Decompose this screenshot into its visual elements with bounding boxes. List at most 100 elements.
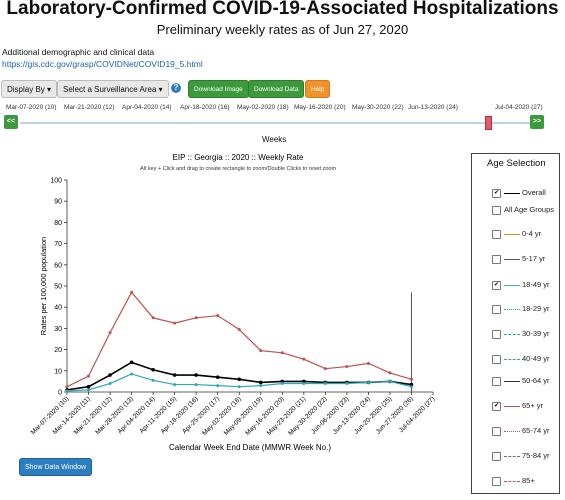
checkbox-unchecked-icon[interactable] xyxy=(492,376,501,386)
display-by-dropdown[interactable]: Display By ▾ xyxy=(1,80,58,98)
data-point xyxy=(65,385,69,389)
data-point xyxy=(86,384,91,389)
x-tick-label: May-09-2020 (19) xyxy=(223,395,264,436)
legend-line-swatch xyxy=(504,284,520,286)
legend-line-swatch xyxy=(504,233,520,235)
data-point xyxy=(366,361,370,365)
legend-item-overall[interactable]: ✔ Overall xyxy=(492,188,556,198)
y-tick-label: 60 xyxy=(54,262,62,269)
y-tick-label: 10 xyxy=(54,368,62,375)
data-point xyxy=(194,316,198,320)
y-tick-label: 50 xyxy=(54,284,62,291)
data-point xyxy=(151,316,155,320)
legend-line-swatch xyxy=(504,358,520,360)
data-point xyxy=(65,389,69,393)
chart-title: EIP :: Georgia :: 2020 :: Weekly Rate xyxy=(173,153,304,162)
week-slider-handle[interactable] xyxy=(485,116,492,130)
legend-line-swatch xyxy=(504,308,520,310)
additional-data-link[interactable]: https://gis.cdc.gov/grasp/COVIDNet/COVID… xyxy=(2,59,203,69)
chevron-down-icon: ▾ xyxy=(158,85,163,94)
data-point xyxy=(108,382,112,386)
data-point xyxy=(323,367,327,371)
y-tick-label: 80 xyxy=(54,220,62,227)
legend-item-75-84-yr[interactable]: 75-84 yr xyxy=(492,451,556,461)
x-tick-label: May-16-2020 (20) xyxy=(244,395,285,436)
next-week-button[interactable]: >> xyxy=(530,115,544,129)
chart-subtitle: Alt key + Click and drag to create recta… xyxy=(140,166,337,172)
checkbox-unchecked-icon[interactable] xyxy=(492,254,501,264)
legend-item-65-74-yr[interactable]: 65-74 yr xyxy=(492,426,556,436)
x-tick-label: May-23-2020 (21) xyxy=(266,395,307,436)
data-point xyxy=(108,331,112,335)
legend-item-0-4-yr[interactable]: 0-4 yr xyxy=(492,229,556,239)
data-point xyxy=(409,377,413,381)
legend-item-50-64-yr[interactable]: 50-64 yr xyxy=(492,376,556,386)
data-point xyxy=(151,378,155,382)
week-slider-tick-label: Jul-04-2020 (27) xyxy=(495,104,543,111)
x-tick-label: Jun-20-2020 (25) xyxy=(353,395,393,435)
week-slider-track[interactable] xyxy=(20,122,530,124)
legend-item-30-39-yr[interactable]: 30-39 yr xyxy=(492,329,556,339)
legend-item-label: 18-29 yr xyxy=(522,304,550,313)
help-question-icon[interactable]: ? xyxy=(171,83,181,93)
y-tick-label: 20 xyxy=(54,347,62,354)
checkbox-unchecked-icon[interactable] xyxy=(492,476,501,486)
legend-line-swatch xyxy=(504,192,520,194)
legend-item-label: 30-39 yr xyxy=(522,329,550,338)
legend-item-label: All Age Groups xyxy=(504,205,555,214)
legend-item-65-yr[interactable]: ✔ 65+ yr xyxy=(492,401,556,411)
age-selection-legend: Age Selection ✔ Overall All Age Groups 0-4 … xyxy=(471,153,560,494)
weeks-label: Weeks xyxy=(262,135,287,144)
help-button[interactable]: Help xyxy=(305,80,331,98)
y-tick-label: 0 xyxy=(58,390,62,397)
legend-item-label: Overall xyxy=(522,188,546,197)
show-data-window-button[interactable]: Show Data Window xyxy=(19,458,93,476)
data-point xyxy=(388,379,392,383)
data-point xyxy=(215,375,220,379)
additional-data-text: Additional demographic and clinical data xyxy=(2,47,155,57)
weekly-rate-chart[interactable]: EIP :: Georgia :: 2020 :: Weekly RateAlt… xyxy=(0,145,470,465)
previous-week-button[interactable]: << xyxy=(4,115,18,129)
data-point xyxy=(323,382,327,386)
checkbox-unchecked-icon[interactable] xyxy=(492,229,501,239)
data-point xyxy=(366,380,370,384)
legend-item-5-17-yr[interactable]: 5-17 yr xyxy=(492,254,556,264)
week-slider-tick-label: Apr-04-2020 (14) xyxy=(122,104,172,111)
y-axis-label: Rates per 100,000 population xyxy=(39,237,48,335)
data-point xyxy=(302,382,306,386)
checkbox-checked-icon[interactable]: ✔ xyxy=(492,280,501,290)
legend-item-label: 0-4 yr xyxy=(522,229,542,238)
checkbox-unchecked-icon[interactable] xyxy=(492,426,501,436)
checkbox-unchecked-icon[interactable] xyxy=(492,304,501,314)
legend-item-85-[interactable]: 85+ xyxy=(492,476,556,486)
data-point xyxy=(345,382,349,386)
legend-title: Age Selection xyxy=(487,158,546,169)
download-image-button[interactable]: Download Image xyxy=(188,80,249,98)
legend-item-18-29-yr[interactable]: 18-29 yr xyxy=(492,304,556,314)
checkbox-unchecked-icon[interactable] xyxy=(492,354,501,364)
display-by-label: Display By xyxy=(7,85,45,94)
checkbox-unchecked-icon[interactable] xyxy=(492,205,501,215)
checkbox-unchecked-icon[interactable] xyxy=(492,451,501,461)
legend-item-label: 85+ xyxy=(522,476,535,485)
legend-item-label: 65+ yr xyxy=(522,401,544,410)
x-tick-label: Apr-25-2020 (17) xyxy=(181,395,221,435)
legend-item-all-age-groups[interactable]: All Age Groups xyxy=(492,205,556,215)
legend-item-18-49-yr[interactable]: ✔ 18-49 yr xyxy=(492,280,556,290)
data-point xyxy=(409,385,413,389)
surveillance-area-dropdown[interactable]: Select a Surveillance Area ▾ xyxy=(57,80,169,98)
checkbox-checked-icon[interactable]: ✔ xyxy=(492,188,501,198)
legend-line-swatch xyxy=(504,333,520,335)
data-point xyxy=(302,379,306,384)
x-axis-label: Calendar Week End Date (MMWR Week No.) xyxy=(169,443,331,452)
data-point xyxy=(345,365,349,369)
data-point xyxy=(237,385,241,389)
checkbox-checked-icon[interactable]: ✔ xyxy=(492,401,501,411)
legend-item-40-49-yr[interactable]: 40-49 yr xyxy=(492,354,556,364)
legend-item-label: 40-49 yr xyxy=(522,354,550,363)
surveillance-area-label: Select a Surveillance Area xyxy=(63,85,157,94)
data-point xyxy=(130,372,134,376)
download-data-button[interactable]: Download Data xyxy=(248,80,305,98)
checkbox-unchecked-icon[interactable] xyxy=(492,329,501,339)
legend-item-label: 75-84 yr xyxy=(522,451,550,460)
